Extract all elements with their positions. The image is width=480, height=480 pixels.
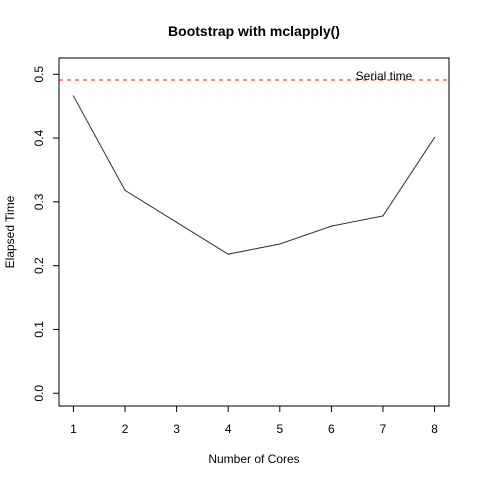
data-point [433, 136, 436, 139]
data-point [124, 189, 126, 191]
y-tick-label: 0.4 [32, 129, 46, 146]
data-point [176, 221, 178, 223]
reference-line-group: Serial time [59, 69, 449, 83]
y-axis: 0.0 0.1 0.2 0.3 0.4 0.5 [32, 66, 60, 402]
data-point [330, 225, 332, 227]
x-tick-label: 4 [225, 422, 232, 436]
data-point [279, 243, 281, 245]
x-tick-label: 5 [276, 422, 283, 436]
x-axis: 1 2 3 4 5 6 7 8 [70, 405, 438, 436]
y-tick-label: 0.1 [32, 321, 46, 338]
y-tick-label: 0.3 [32, 193, 46, 210]
data-point [382, 215, 384, 217]
data-point [227, 253, 229, 255]
series-line [73, 95, 435, 255]
x-tick-label: 6 [328, 422, 335, 436]
x-tick-label: 7 [380, 422, 387, 436]
x-tick-label: 3 [173, 422, 180, 436]
y-tick-label: 0.0 [32, 385, 46, 402]
reference-line-label: Serial time [356, 69, 413, 83]
y-axis-label: Elapsed Time [3, 195, 17, 268]
chart-title: Bootstrap with mclapply() [168, 23, 340, 39]
x-tick-label: 2 [122, 422, 129, 436]
x-tick-label: 8 [431, 422, 438, 436]
x-tick-label: 1 [70, 422, 77, 436]
y-tick-label: 0.2 [32, 257, 46, 274]
x-axis-label: Number of Cores [208, 452, 299, 466]
y-tick-label: 0.5 [32, 66, 46, 83]
series-group [72, 95, 436, 255]
data-point [72, 95, 75, 97]
